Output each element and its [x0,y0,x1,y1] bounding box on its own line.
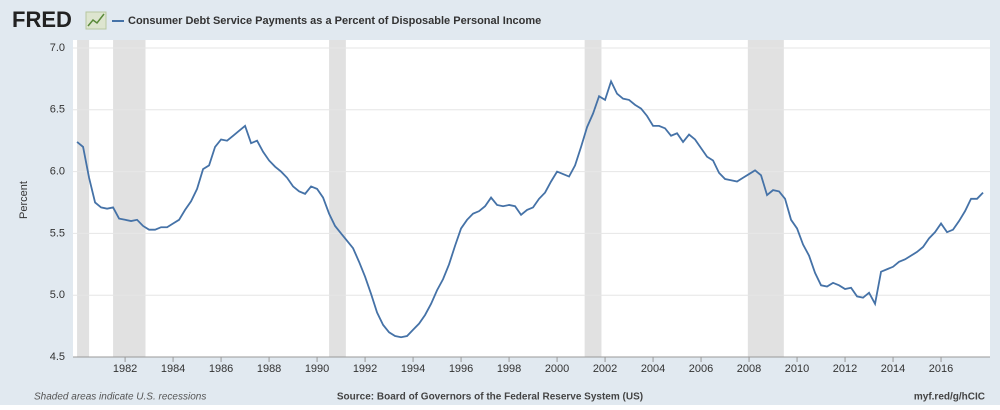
x-tick-label: 1990 [305,363,329,375]
x-tick-label: 2016 [929,363,953,375]
recession-band [584,40,602,357]
legend-label: Consumer Debt Service Payments as a Perc… [128,15,541,27]
y-tick-label: 6.5 [50,104,65,116]
x-tick-label: 1984 [161,363,185,375]
data-line [76,78,984,339]
y-tick-label: 7.0 [50,42,65,54]
x-tick-label: 2004 [641,363,665,375]
plot-area [73,40,990,357]
recession-band [77,40,90,357]
recession-band [329,40,346,357]
y-tick-label: 6.0 [50,166,65,178]
x-tick-label: 2012 [833,363,857,375]
y-tick-label: 5.5 [50,227,65,239]
y-axis-label: Percent [18,181,30,219]
link[interactable]: myf.red/g/hCIC [914,392,985,403]
y-tick-label: 5.0 [50,289,65,301]
x-tick-label: 2002 [593,363,617,375]
footnote: Shaded areas indicate U.S. recessions [34,392,206,403]
x-tick-label: 1998 [497,363,521,375]
x-tick-label: 1986 [209,363,233,375]
x-tick-label: 2000 [545,363,569,375]
logo-icon [85,11,107,30]
x-tick-label: 1992 [353,363,377,375]
x-tick-label: 1982 [113,363,137,375]
x-tick-label: 2014 [881,363,905,375]
x-tick-label: 1988 [257,363,281,375]
x-tick-label: 2010 [785,363,809,375]
x-tick-label: 2006 [689,363,713,375]
logo: FRED [12,7,72,32]
x-tick-label: 1996 [449,363,473,375]
y-tick-label: 4.5 [50,351,65,363]
recession-band [747,40,784,357]
recession-band [113,40,146,357]
x-tick-label: 2008 [737,363,761,375]
source: Source: Board of Governors of the Federa… [337,392,643,403]
x-tick-label: 1994 [401,363,425,375]
